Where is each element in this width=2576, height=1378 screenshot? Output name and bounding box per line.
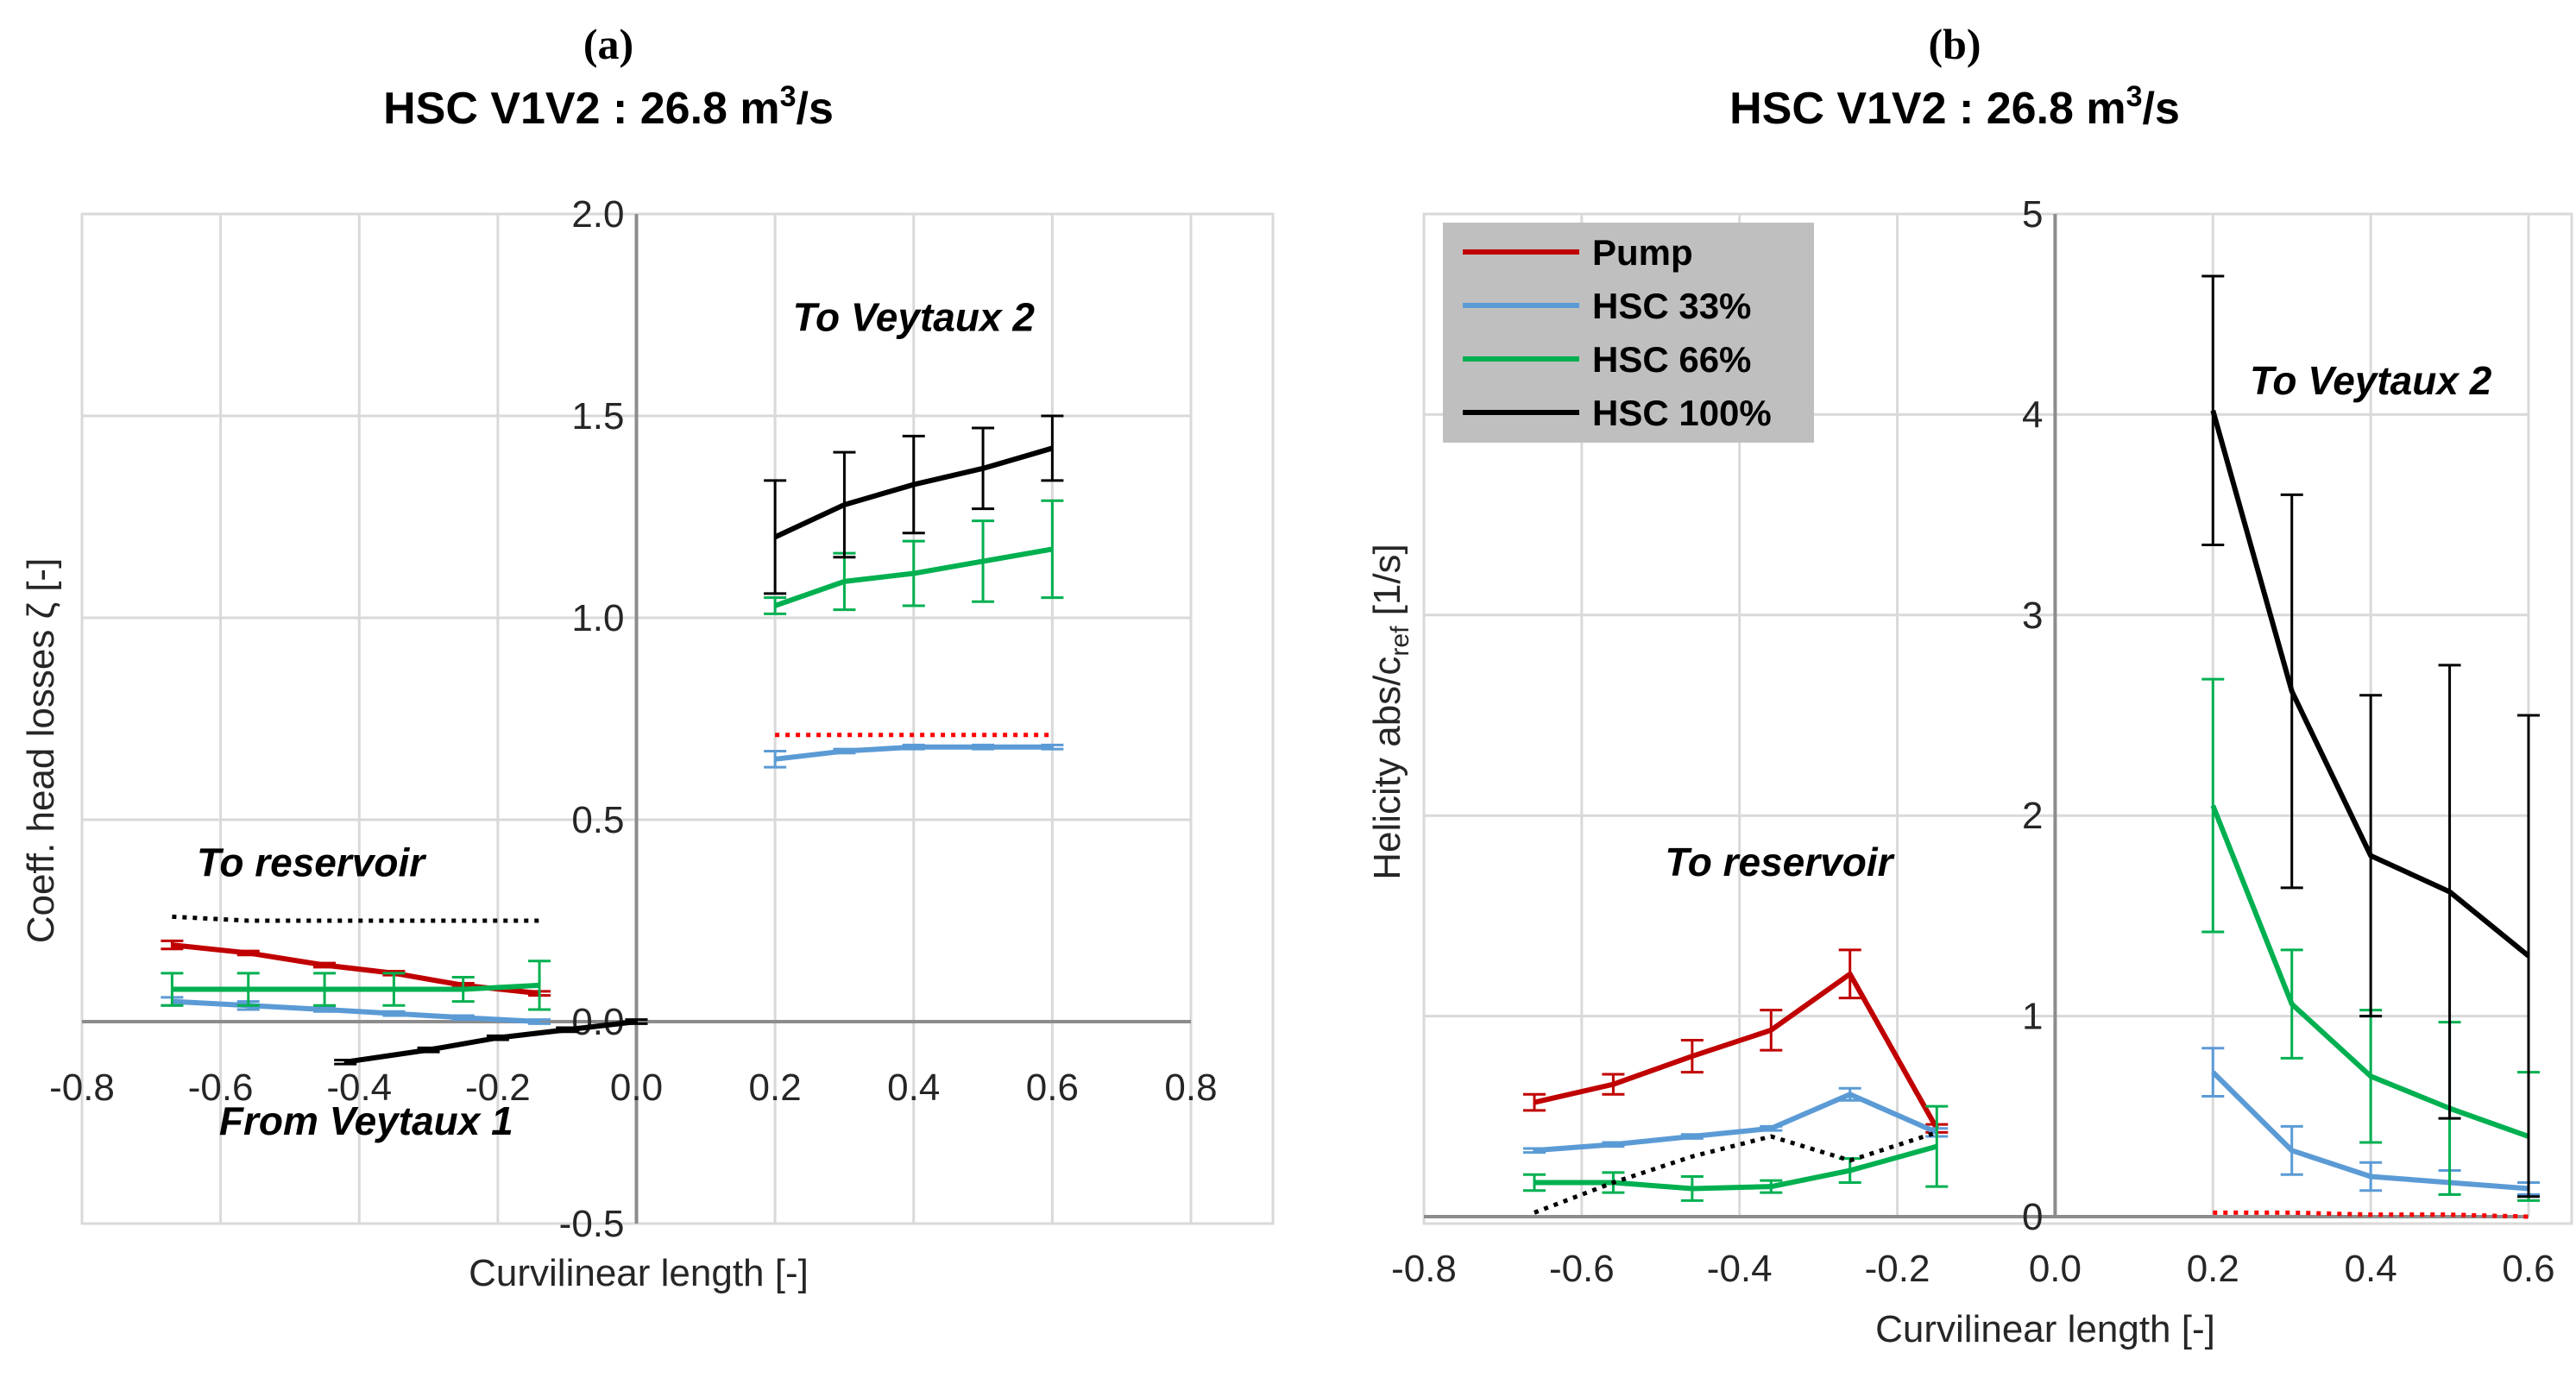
legend-label-hsc-33: HSC 33% <box>1592 286 1751 326</box>
panel-a-x-tick-label: 0.6 <box>1026 1067 1079 1109</box>
panel-b-series-line-hsc-66 <box>1534 1143 1938 1192</box>
panel-a-series-line-hsc-66 <box>172 982 540 992</box>
panel-a-annotation-from-veytaux-1: From Veytaux 1 <box>219 1098 513 1143</box>
panel-b-series-line-hsc-33 <box>1534 1092 1938 1154</box>
panel-a-y-axis-title: Coeff. head losses ζ [-] <box>20 558 62 944</box>
panel-b-series-line-pump <box>2213 1210 2529 1219</box>
panel-a-series-hsc-100 <box>334 1018 648 1066</box>
panel-b-x-axis-title: Curvilinear length [-] <box>1875 1308 2215 1350</box>
panel-a-series-hsc-100 <box>764 414 1064 595</box>
panel-a-series-line-pump <box>172 914 540 923</box>
panel-a-x-tick-label: 0.8 <box>1164 1067 1217 1109</box>
panel-a-x-tick-label: -0.6 <box>188 1067 254 1109</box>
panel-a-series-hsc-66 <box>764 499 1064 615</box>
panel-a-series-line-hsc-33 <box>172 998 540 1024</box>
panel-b-title: HSC V1V2 : 26.8 m3/s <box>1729 80 2180 134</box>
panel-b-annotation-to-reservoir: To reservoir <box>1665 840 1894 884</box>
panel-b: (b) HSC V1V2 : 26.8 m3/s -0.8 -0.6 -0.4 -0.… <box>1366 20 2573 1350</box>
panel-a-y-tick-label: 1.0 <box>571 597 624 639</box>
panel-b-y-tick-label: 2 <box>2022 795 2043 837</box>
panel-b-series-hsc-66 <box>1523 1104 1949 1202</box>
panel-a-x-tick-label: -0.4 <box>326 1067 392 1109</box>
panel-a-y-tick-label: 0.5 <box>571 799 624 841</box>
panel-a-x-axis-title: Curvilinear length [-] <box>469 1252 809 1294</box>
panel-b-series-hsc-33 <box>2201 1047 2540 1196</box>
panel-a-y-tick-label: 1.5 <box>571 395 624 437</box>
panel-b-series-hsc-100 <box>1534 1130 1938 1215</box>
panel-b-y-tick-label: 1 <box>2022 996 2043 1038</box>
panel-a: (a) HSC V1V2 : 26.8 m3/s -0.8 -0.6 -0.4 -0.… <box>20 20 1275 1294</box>
panel-a-series-hsc-66 <box>161 960 551 1011</box>
panel-b-y-axis-title: Helicity abs/cref [1/s] <box>1366 544 1414 880</box>
panel-b-series-pump <box>2213 1210 2529 1219</box>
legend-label-hsc-100: HSC 100% <box>1592 393 1772 433</box>
panel-b-series-hsc-100 <box>2201 274 2540 1199</box>
panel-b-series-line-hsc-100 <box>1534 1130 1938 1215</box>
panel-a-x-tick-label: 0.2 <box>749 1067 802 1109</box>
panel-a-x-tick-label: 0.4 <box>887 1067 940 1109</box>
panel-b-y-tick-label: 4 <box>2022 393 2043 436</box>
panel-b-x-tick-label: -0.8 <box>1391 1248 1457 1290</box>
panel-a-y-tick-label: -0.5 <box>559 1203 625 1245</box>
panel-a-title: HSC V1V2 : 26.8 m3/s <box>383 80 834 134</box>
panel-b-x-tick-label: -0.6 <box>1549 1248 1615 1290</box>
panel-b-series-hsc-33 <box>1523 1086 1949 1155</box>
panel-a-x-tick-label: 0.0 <box>610 1067 663 1109</box>
legend-label-pump: Pump <box>1592 232 1693 273</box>
panel-b-label: (b) <box>1928 20 1981 68</box>
panel-a-annotation-to-reservoir: To reservoir <box>197 840 426 885</box>
panel-a-annotation-to-veytaux-2: To Veytaux 2 <box>793 295 1036 340</box>
panel-a-label: (a) <box>583 20 633 68</box>
panel-b-x-tick-label: 0.4 <box>2345 1248 2397 1290</box>
panel-b-series-line-pump <box>1534 971 1939 1130</box>
panel-b-x-tick-label: -0.2 <box>1865 1248 1930 1290</box>
panel-a-y-tick-label: 2.0 <box>571 193 624 236</box>
panel-a-x-tick-label: -0.2 <box>465 1067 531 1109</box>
panel-b-y-tick-label: 5 <box>2022 193 2043 236</box>
panel-b-y-tick-label: 0 <box>2022 1196 2043 1238</box>
panel-b-legend: Pump HSC 33% HSC 66% HSC 100% <box>1443 223 1814 443</box>
panel-b-x-tick-label: 0.0 <box>2029 1248 2082 1290</box>
panel-a-frame <box>80 212 1275 1225</box>
panel-b-x-tick-label: 0.2 <box>2187 1248 2239 1290</box>
panel-b-y-tick-label: 3 <box>2022 595 2043 637</box>
panel-a-series-pump <box>172 914 540 923</box>
panel-b-series-pump <box>1523 948 1949 1134</box>
legend-label-hsc-66: HSC 66% <box>1592 339 1751 380</box>
panel-b-annotation-to-veytaux-2: To Veytaux 2 <box>2250 358 2492 403</box>
panel-a-x-tick-label: -0.8 <box>49 1067 115 1109</box>
panel-b-x-tick-label: 0.6 <box>2502 1248 2554 1290</box>
panel-b-x-tick-label: -0.4 <box>1707 1248 1773 1290</box>
panel-a-series-hsc-33 <box>764 743 1064 769</box>
legend-box <box>1443 223 1814 443</box>
